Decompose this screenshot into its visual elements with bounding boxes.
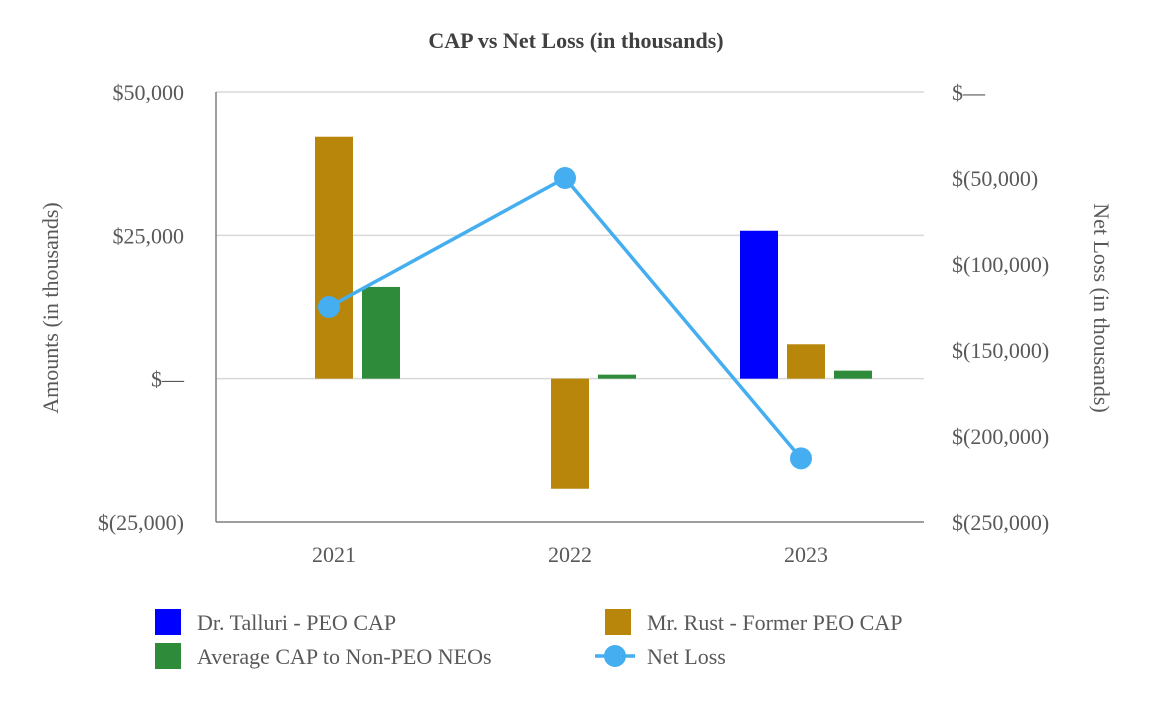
right-tick-label: $(200,000)	[952, 424, 1049, 449]
net-loss-point-2023	[790, 447, 812, 470]
left-tick-label: $25,000	[113, 223, 185, 248]
legend-item: Dr. Talluri - PEO CAP	[155, 609, 396, 635]
bar-mr-rust-former-peo-cap-2021	[315, 136, 353, 379]
legend: Dr. Talluri - PEO CAP Mr. Rust - Former P…	[155, 609, 902, 669]
bar-dr-talluri-peo-cap-2023	[740, 230, 778, 379]
right-axis-label: Net Loss (in thousands)	[1089, 203, 1114, 413]
right-tick-label: $(50,000)	[952, 166, 1038, 191]
bar-average-cap-to-non-peo-neos-2021	[362, 286, 400, 379]
left-axis-label: Amounts (in thousands)	[38, 202, 63, 413]
left-tick-label: $(25,000)	[98, 510, 184, 535]
legend-label: Mr. Rust - Former PEO CAP	[647, 610, 902, 635]
legend-label: Net Loss	[647, 644, 726, 669]
legend-swatch	[155, 609, 181, 635]
net-loss-line	[318, 167, 812, 470]
right-tick-label: $(150,000)	[952, 338, 1049, 363]
net-loss-point-2021	[318, 296, 340, 318]
legend-swatch	[155, 643, 181, 669]
x-tick-label: 2023	[784, 542, 828, 567]
legend-label: Dr. Talluri - PEO CAP	[197, 610, 396, 635]
legend-label: Average CAP to Non-PEO NEOs	[197, 644, 492, 669]
net-loss-point-2022	[554, 167, 576, 189]
x-tick-label: 2022	[548, 542, 592, 567]
chart-title: CAP vs Net Loss (in thousands)	[428, 28, 723, 53]
legend-swatch	[605, 609, 631, 635]
legend-item: Average CAP to Non-PEO NEOs	[155, 643, 492, 669]
right-tick-label: $(100,000)	[952, 252, 1049, 277]
left-tick-label: $50,000	[113, 80, 185, 105]
bar-mr-rust-former-peo-cap-2022	[551, 378, 589, 489]
bars	[315, 136, 872, 489]
bar-average-cap-to-non-peo-neos-2022	[598, 374, 636, 379]
right-tick-label: $—	[952, 80, 986, 105]
right-axis-ticks: $— $(50,000) $(100,000) $(150,000) $(200,000…	[952, 80, 1049, 535]
x-tick-label: 2021	[312, 542, 356, 567]
axes	[215, 92, 924, 523]
left-tick-label: $—	[151, 367, 185, 392]
bar-mr-rust-former-peo-cap-2023	[787, 344, 825, 379]
legend-item: Mr. Rust - Former PEO CAP	[605, 609, 902, 635]
x-axis-ticks: 2021 2022 2023	[312, 542, 828, 567]
right-tick-label: $(250,000)	[952, 510, 1049, 535]
legend-marker	[604, 645, 626, 667]
left-axis-ticks: $50,000 $25,000 $— $(25,000)	[98, 80, 185, 535]
legend-item: Net Loss	[595, 644, 726, 669]
bar-average-cap-to-non-peo-neos-2023	[834, 370, 872, 379]
